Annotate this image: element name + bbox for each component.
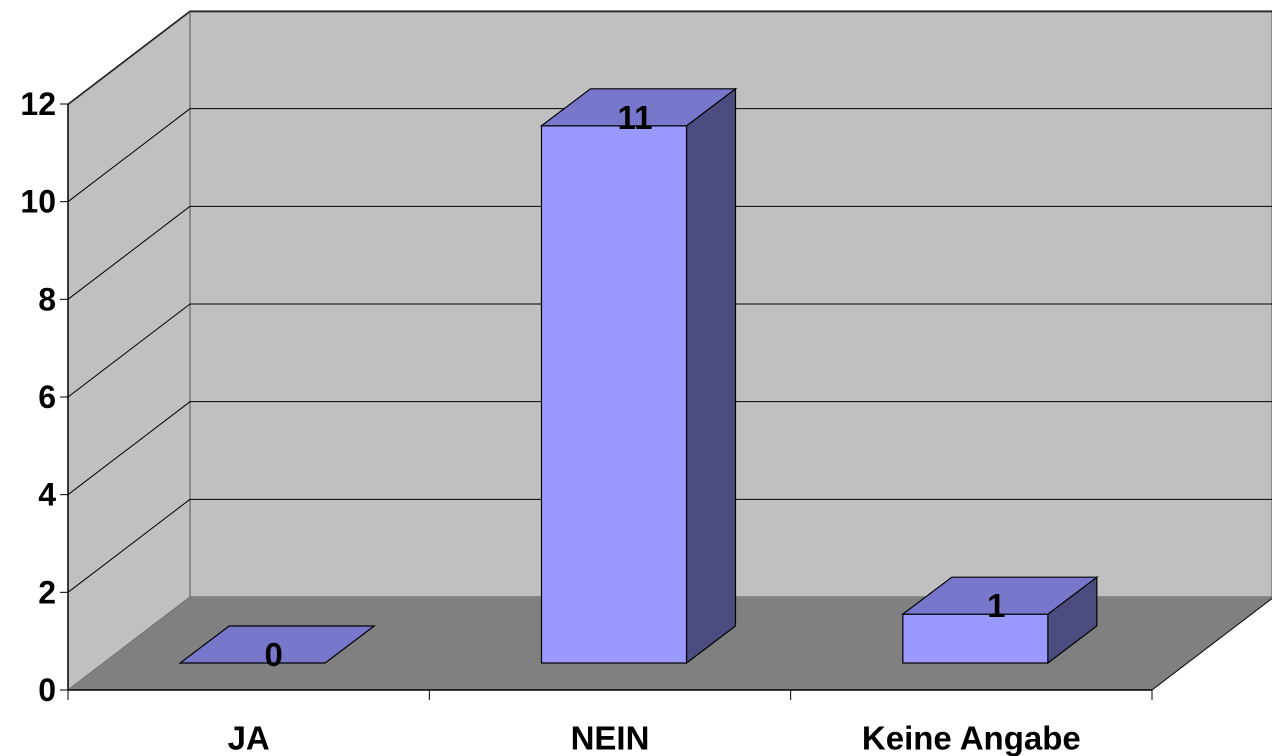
data-label: 0 xyxy=(264,636,282,673)
bar-front xyxy=(540,125,688,664)
gridline-side xyxy=(67,205,191,300)
y-tick-label: 12 xyxy=(20,86,56,122)
y-tick-label: 4 xyxy=(38,477,56,513)
floor-edge xyxy=(1151,598,1272,691)
bar xyxy=(901,575,1099,665)
bar-front xyxy=(902,613,1049,664)
gridline-side xyxy=(67,401,191,496)
bar-top xyxy=(901,576,1099,615)
bar-top xyxy=(539,88,738,127)
bar-side xyxy=(685,87,737,665)
labels: 0 2 4 6 8 10 12 0 JA 11 NEIN 1 Keine Angabe xyxy=(20,86,1080,756)
bar xyxy=(539,87,738,665)
y-tick-label: 2 xyxy=(38,574,56,610)
gridline-side xyxy=(67,108,191,203)
y-tick-label: 0 xyxy=(38,672,56,708)
gridline-side xyxy=(67,303,191,398)
gridline-side xyxy=(67,10,191,105)
data-label: 11 xyxy=(618,99,653,136)
x-tick-label: JA xyxy=(228,720,270,756)
gridline-side xyxy=(67,498,191,593)
x-tick-label: Keine Angabe xyxy=(862,720,1081,756)
x-tick-label: NEIN xyxy=(571,720,650,756)
data-label: 1 xyxy=(987,587,1005,624)
y-tick-label: 8 xyxy=(38,281,56,317)
y-tick-label: 10 xyxy=(20,184,56,220)
chart-axes xyxy=(60,103,1272,700)
bars xyxy=(178,87,1099,665)
bar xyxy=(178,625,376,664)
bar-top xyxy=(178,625,376,664)
y-tick-label: 6 xyxy=(38,379,56,415)
